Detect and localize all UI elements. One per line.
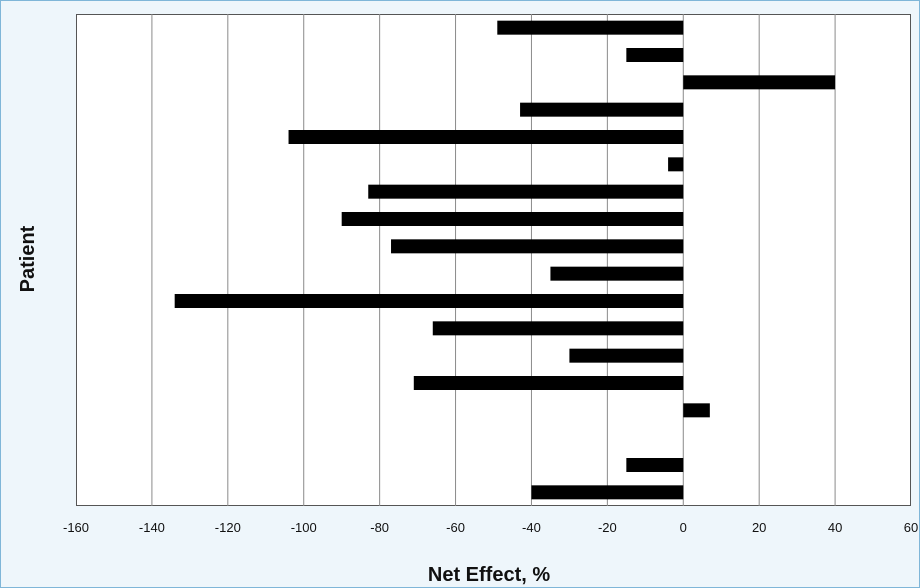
x-tick-label: -100: [291, 520, 317, 535]
plot-area: [76, 14, 911, 506]
bar: [497, 20, 684, 35]
x-axis-title: Net Effect, %: [428, 564, 550, 586]
bar: [550, 266, 684, 281]
bar: [413, 376, 684, 390]
bar: [569, 348, 684, 363]
x-tick-label: -80: [370, 520, 389, 535]
bar: [520, 102, 684, 117]
bars: [174, 20, 836, 500]
bar: [341, 212, 684, 226]
grid-lines: [151, 14, 836, 506]
bar: [174, 294, 684, 308]
x-tick-label: 40: [828, 520, 842, 535]
bar: [288, 130, 684, 144]
bar: [668, 157, 684, 172]
bar: [531, 485, 684, 500]
x-tick-labels: -160 -140 -120 -100 -80 -60 -40 -20 0 20 40 60: [63, 520, 918, 535]
bar: [391, 239, 684, 254]
x-tick-label: -140: [139, 520, 165, 535]
bar: [626, 48, 684, 62]
y-axis-title: Patient: [17, 225, 39, 292]
bar: [683, 75, 836, 90]
x-tick-label: 20: [752, 520, 766, 535]
bar: [368, 184, 684, 199]
x-tick-label: 60: [904, 520, 918, 535]
bar: [683, 403, 710, 418]
bar: [432, 321, 684, 336]
x-tick-label: -160: [63, 520, 89, 535]
x-tick-label: -120: [215, 520, 241, 535]
x-tick-label: -60: [446, 520, 465, 535]
x-tick-label: -20: [598, 520, 617, 535]
x-tick-label: 0: [680, 520, 687, 535]
bar: [626, 458, 684, 472]
x-tick-label: -40: [522, 520, 541, 535]
